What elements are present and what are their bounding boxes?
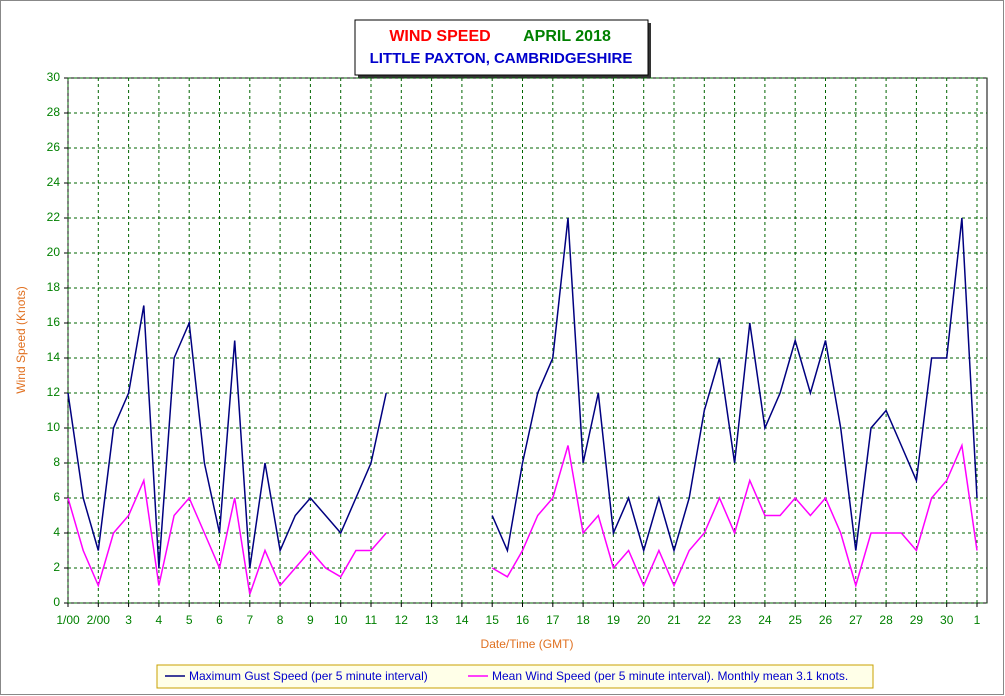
y-tick-label: 4 xyxy=(53,525,60,539)
x-tick-label: 24 xyxy=(758,613,772,627)
y-tick-label: 12 xyxy=(47,385,61,399)
x-tick-label: 29 xyxy=(910,613,924,627)
x-tick-label: 30 xyxy=(940,613,954,627)
legend xyxy=(156,664,874,689)
x-tick-label: 23 xyxy=(728,613,742,627)
y-tick-label: 22 xyxy=(47,210,61,224)
x-tick-label: 6 xyxy=(216,613,223,627)
y-tick-label: 0 xyxy=(53,595,60,609)
x-tick-label: 19 xyxy=(607,613,621,627)
y-tick-label: 10 xyxy=(47,420,61,434)
y-tick-label: 30 xyxy=(47,70,61,84)
title-box xyxy=(354,19,649,76)
x-tick-label: 22 xyxy=(698,613,712,627)
y-tick-label: 28 xyxy=(47,105,61,119)
x-tick-label: 12 xyxy=(395,613,409,627)
chart-subtitle: LITTLE PAXTON, CAMBRIDGESHIRE xyxy=(370,50,633,67)
legend-label: Mean Wind Speed (per 5 minute interval).… xyxy=(492,669,848,683)
chart-title: WIND SPEED xyxy=(389,28,490,45)
x-tick-label: 4 xyxy=(156,613,163,627)
x-tick-label: 25 xyxy=(789,613,803,627)
x-tick-label: 8 xyxy=(277,613,284,627)
x-tick-label: 7 xyxy=(246,613,253,627)
series-line xyxy=(67,217,978,569)
y-axis-label: Wind Speed (Knots) xyxy=(14,286,28,393)
y-tick-label: 8 xyxy=(53,455,60,469)
x-tick-label: 9 xyxy=(307,613,314,627)
y-tick-label: 16 xyxy=(47,315,61,329)
x-tick-label: 5 xyxy=(186,613,193,627)
y-tick-label: 6 xyxy=(53,490,60,504)
x-tick-label: 20 xyxy=(637,613,651,627)
x-tick-label: 13 xyxy=(425,613,439,627)
y-tick-label: 18 xyxy=(47,280,61,294)
x-tick-label: 14 xyxy=(455,613,469,627)
x-tick-label: 10 xyxy=(334,613,348,627)
y-tick-label: 2 xyxy=(53,560,60,574)
x-tick-label: 1/00 xyxy=(56,613,80,627)
x-tick-label: 2/00 xyxy=(87,613,111,627)
y-tick-label: 26 xyxy=(47,140,61,154)
chart-title-month: APRIL 2018 xyxy=(523,28,611,45)
legend-label: Maximum Gust Speed (per 5 minute interva… xyxy=(189,669,428,683)
x-tick-label: 11 xyxy=(365,613,378,627)
y-tick-label: 24 xyxy=(47,175,61,189)
x-tick-label: 17 xyxy=(546,613,560,627)
x-tick-label: 16 xyxy=(516,613,530,627)
x-tick-label: 15 xyxy=(486,613,500,627)
y-tick-label: 20 xyxy=(47,245,61,259)
x-tick-label: 28 xyxy=(879,613,893,627)
series-line xyxy=(67,442,978,595)
plot-area xyxy=(67,77,988,604)
x-tick-label: 3 xyxy=(125,613,132,627)
x-tick-label: 18 xyxy=(576,613,590,627)
y-tick-label: 14 xyxy=(47,350,61,364)
x-tick-label: 27 xyxy=(849,613,863,627)
x-tick-label: 26 xyxy=(819,613,833,627)
x-tick-label: 21 xyxy=(667,613,681,627)
x-tick-label: 1 xyxy=(974,613,981,627)
x-axis-label: Date/Time (GMT) xyxy=(481,637,574,651)
